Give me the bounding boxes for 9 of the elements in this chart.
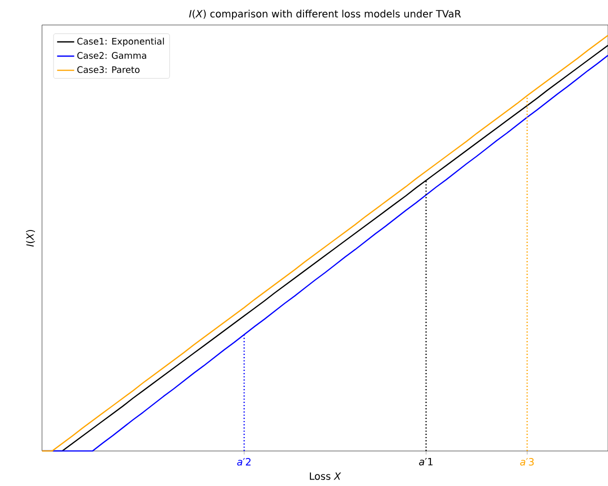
x-tick-label: a′1 (419, 458, 433, 466)
legend-label: Case2: Gamma (77, 52, 146, 59)
x-tick-label: a′2 (237, 458, 251, 466)
chart-title: I(X) comparison with different loss models under TVaR (189, 10, 461, 20)
legend-label: Case3: Pareto (77, 66, 140, 74)
x-tick-label: a′3 (520, 458, 534, 466)
legend-label: Case1: Exponential (77, 38, 164, 46)
y-axis-title: I(X) (26, 230, 35, 247)
x-axis-title: Loss X (310, 472, 342, 480)
